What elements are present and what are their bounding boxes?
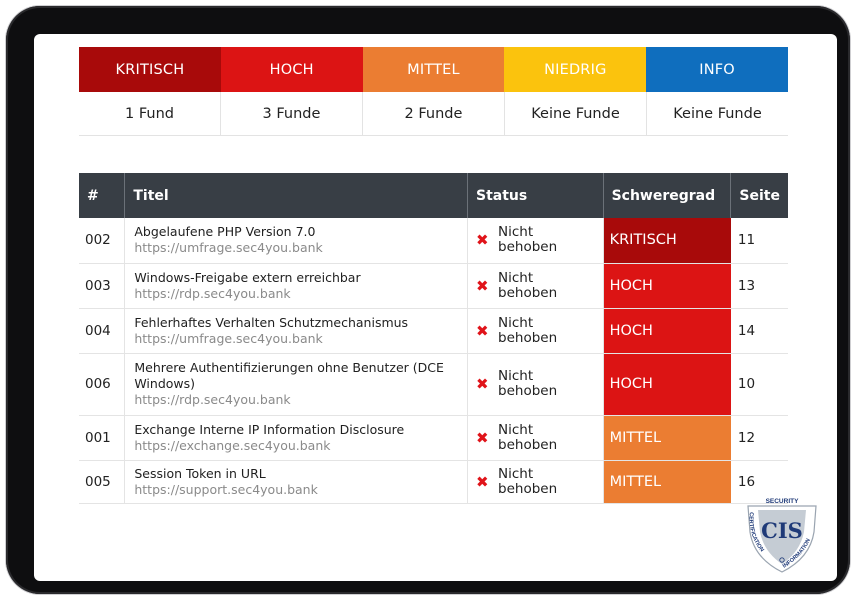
table-row: 006 Mehrere Authentifizierungen ohne Ben… [79,353,788,416]
finding-status: Nicht behoben [498,314,558,346]
cross-icon: ✖ [476,231,489,250]
finding-status: Nicht behoben [498,269,558,301]
finding-url: https://umfrage.sec4you.bank [134,330,323,346]
tablet-frame: KRITISCH HOCH MITTEL NIEDRIG INFO 1 Fund… [6,6,850,594]
summary-level-niedrig: NIEDRIG [504,47,647,92]
finding-severity: HOCH [603,353,731,416]
finding-title-cell: Windows-Freigabe extern erreichbar https… [124,263,469,309]
finding-title-cell: Abgelaufene PHP Version 7.0 https://umfr… [124,218,469,264]
finding-title: Fehlerhaftes Verhalten Schutzmechanismus [134,314,409,330]
tablet-screen: KRITISCH HOCH MITTEL NIEDRIG INFO 1 Fund… [34,34,837,581]
findings-header-row: # Titel Status Schweregrad Seite [79,173,788,218]
finding-url: https://rdp.sec4you.bank [134,285,291,301]
cross-icon: ✖ [476,276,489,295]
finding-status: Nicht behoben [498,368,558,399]
table-row: 003 Windows-Freigabe extern erreichbar h… [79,263,788,309]
finding-id: 004 [79,308,126,354]
finding-title-cell: Fehlerhaftes Verhalten Schutzmechanismus… [124,308,469,354]
severity-summary-counts: 1 Fund 3 Funde 2 Funde Keine Funde Keine… [79,92,788,136]
finding-url: https://rdp.sec4you.bank [134,392,291,407]
finding-status-cell: ✖ Nicht behoben [467,353,604,416]
cross-icon: ✖ [476,321,489,340]
finding-url: https://support.sec4you.bank [134,481,318,497]
finding-page: 11 [730,218,788,264]
finding-status: Nicht behoben [498,421,558,453]
column-header-page: Seite [730,173,788,218]
finding-title: Session Token in URL [134,465,266,481]
table-row: 001 Exchange Interne IP Information Disc… [79,415,788,461]
findings-table: # Titel Status Schweregrad Seite 002 Abg… [79,173,788,504]
finding-severity: KRITISCH [603,218,731,264]
finding-page: 10 [730,353,788,416]
finding-severity: HOCH [603,308,731,354]
finding-status-cell: ✖ Nicht behoben [467,308,604,354]
finding-status-cell: ✖ Nicht behoben [467,415,604,461]
column-header-status: Status [467,173,604,218]
cis-certification-badge-logo: SECURITY CERTIFICATION INFORMATION CIS [747,498,817,573]
summary-count-niedrig: Keine Funde [505,92,647,135]
finding-title: Windows-Freigabe extern erreichbar [134,269,361,285]
cross-icon: ✖ [476,472,489,491]
finding-page: 16 [730,460,788,504]
summary-count-hoch: 3 Funde [221,92,363,135]
table-row: 005 Session Token in URL https://support… [79,460,788,504]
finding-page: 12 [730,415,788,461]
column-header-title: Titel [124,173,469,218]
cross-icon: ✖ [476,428,489,447]
severity-summary-header: KRITISCH HOCH MITTEL NIEDRIG INFO [79,47,788,92]
cross-icon: ✖ [476,375,489,393]
badge-top-text: SECURITY [766,498,800,505]
summary-level-mittel: MITTEL [362,47,505,92]
finding-status: Nicht behoben [498,224,558,256]
finding-title: Mehrere Authentifizierungen ohne Benutze… [134,360,444,391]
finding-status: Nicht behoben [498,465,558,497]
column-header-id: # [79,173,126,218]
finding-status-cell: ✖ Nicht behoben [467,263,604,309]
finding-status-cell: ✖ Nicht behoben [467,218,604,264]
summary-level-kritisch: KRITISCH [79,47,221,92]
finding-id: 006 [79,353,126,416]
finding-severity: MITTEL [603,460,731,504]
finding-title-cell: Mehrere Authentifizierungen ohne Benutze… [124,353,469,416]
summary-level-info: INFO [646,47,788,92]
finding-title: Abgelaufene PHP Version 7.0 [134,224,316,240]
finding-id: 003 [79,263,126,309]
finding-id: 002 [79,218,126,264]
finding-title-cell: Exchange Interne IP Information Disclosu… [124,415,469,461]
finding-page: 14 [730,308,788,354]
finding-url: https://umfrage.sec4you.bank [134,240,323,256]
severity-summary: KRITISCH HOCH MITTEL NIEDRIG INFO 1 Fund… [79,47,788,136]
finding-severity: MITTEL [603,415,731,461]
summary-level-hoch: HOCH [220,47,363,92]
finding-severity: HOCH [603,263,731,309]
summary-count-info: Keine Funde [673,105,762,122]
table-row: 004 Fehlerhaftes Verhalten Schutzmechani… [79,308,788,354]
badge-logo-text: CIS [761,518,803,543]
table-row: 002 Abgelaufene PHP Version 7.0 https://… [79,218,788,264]
finding-id: 001 [79,415,126,461]
column-header-severity: Schweregrad [603,173,732,218]
finding-status-cell: ✖ Nicht behoben [467,460,604,504]
summary-count-kritisch: 1 Fund [79,92,221,135]
finding-title-cell: Session Token in URL https://support.sec… [124,460,469,504]
finding-page: 13 [730,263,788,309]
finding-id: 005 [79,460,126,504]
summary-count-mittel: 2 Funde [363,92,505,135]
finding-url: https://exchange.sec4you.bank [134,437,331,453]
finding-title: Exchange Interne IP Information Disclosu… [134,421,405,437]
